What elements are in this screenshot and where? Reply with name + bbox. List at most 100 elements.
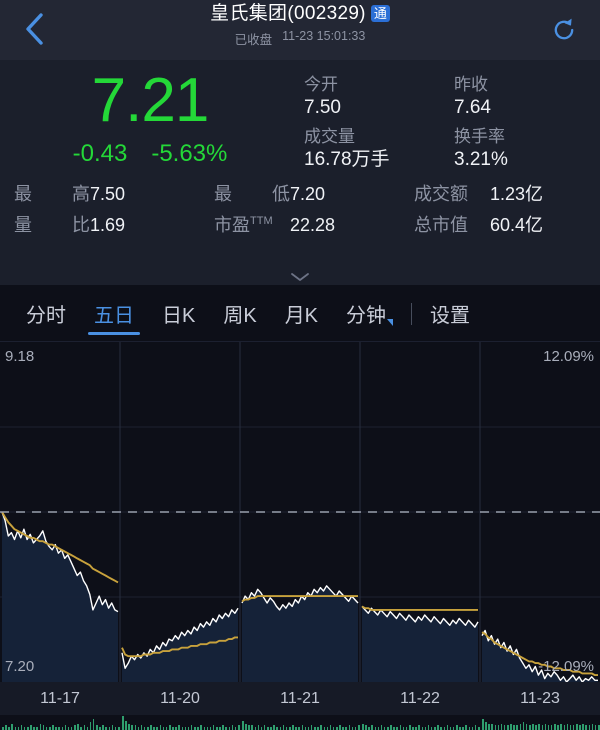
volume-bar bbox=[336, 726, 338, 730]
volume-bar bbox=[248, 725, 250, 730]
volume-bar bbox=[209, 726, 212, 730]
volume-bar bbox=[181, 726, 184, 730]
volume-bar bbox=[569, 725, 572, 730]
caret-down-icon bbox=[387, 318, 394, 326]
tab-settings[interactable]: 设置 bbox=[416, 286, 484, 342]
stats-grid: 最 高 7.50 量 比 1.69 最 低 bbox=[0, 178, 600, 242]
volume-bar bbox=[332, 726, 335, 730]
five-day-chart[interactable]: 9.18 12.09% 7.20 -12.09% bbox=[0, 342, 600, 682]
volume-bar bbox=[424, 726, 427, 730]
volume-bar bbox=[399, 725, 402, 730]
field-open-value: 7.50 bbox=[304, 97, 341, 118]
volume-bar bbox=[36, 726, 38, 730]
volume-bar bbox=[67, 726, 70, 730]
volume-bar bbox=[588, 725, 591, 730]
volume-bar bbox=[238, 725, 240, 730]
tab-weekly-k[interactable]: 周K bbox=[209, 286, 270, 342]
volume-bar bbox=[61, 726, 64, 730]
stat-pe-ttm-label-a: 市盈 bbox=[214, 215, 250, 235]
tab-five-day-label: 五日 bbox=[94, 305, 134, 327]
volume-bar bbox=[58, 726, 60, 730]
volume-bar bbox=[17, 726, 20, 730]
volume-bar bbox=[162, 726, 165, 730]
volume-chart bbox=[0, 715, 600, 730]
stat-low-label: 最 低 bbox=[214, 180, 290, 206]
volume-bar bbox=[257, 725, 260, 730]
volume-bar bbox=[102, 725, 104, 730]
volume-bar bbox=[351, 726, 354, 730]
tab-monthly-k[interactable]: 月K bbox=[271, 286, 332, 342]
current-price: 7.21 bbox=[91, 66, 210, 135]
volume-bar bbox=[494, 725, 497, 730]
volume-bar bbox=[2, 726, 4, 730]
volume-bar bbox=[339, 725, 341, 730]
back-button[interactable] bbox=[12, 6, 58, 52]
stat-high-label: 最 高 bbox=[14, 180, 90, 206]
volume-bar bbox=[225, 726, 227, 730]
tab-daily-k[interactable]: 日K bbox=[148, 286, 209, 342]
volume-bar bbox=[212, 725, 215, 730]
chart-tabs: 分时 五日 日K 周K 月K 分钟 设置 bbox=[0, 285, 600, 342]
volume-bar bbox=[323, 726, 325, 730]
volume-bar bbox=[320, 725, 322, 730]
volume-bar bbox=[519, 723, 522, 730]
volume-bar bbox=[122, 716, 124, 730]
volume-bar bbox=[456, 725, 458, 730]
date-tick-label: 11-20 bbox=[160, 689, 200, 707]
volume-bar bbox=[30, 725, 32, 730]
field-open-label: 今开 bbox=[304, 75, 338, 94]
stat-low: 最 低 7.20 bbox=[214, 180, 400, 211]
stat-high: 最 高 7.50 bbox=[14, 180, 200, 211]
volume-bar bbox=[576, 723, 578, 730]
volume-bar bbox=[522, 722, 525, 730]
field-volume-label: 成交量 bbox=[304, 127, 355, 146]
volume-bar bbox=[307, 726, 310, 730]
volume-bar bbox=[254, 726, 257, 730]
volume-bar bbox=[387, 726, 389, 730]
volume-bar bbox=[304, 726, 307, 730]
volume-bar bbox=[449, 726, 452, 730]
volume-bar bbox=[452, 726, 455, 730]
stat-low-label-a: 最 bbox=[214, 184, 232, 204]
volume-bar bbox=[200, 725, 202, 730]
chart-date-axis: 11-17 11-20 11-21 11-22 11-23 bbox=[0, 682, 600, 715]
volume-bar bbox=[96, 725, 98, 730]
tab-minute-label: 分钟 bbox=[346, 305, 387, 327]
volume-bar bbox=[203, 726, 205, 730]
volume-bar bbox=[267, 726, 269, 730]
volume-bar bbox=[371, 725, 373, 730]
stat-pe-ttm-value: 22.28 bbox=[290, 215, 336, 235]
volume-bar bbox=[345, 726, 347, 730]
stat-volume-ratio-label: 量 比 bbox=[14, 211, 90, 237]
volume-bar bbox=[380, 725, 383, 730]
tab-intraday[interactable]: 分时 bbox=[12, 286, 80, 342]
volume-bar bbox=[365, 725, 367, 730]
volume-bar bbox=[362, 723, 364, 730]
volume-bar bbox=[150, 725, 152, 730]
volume-bar bbox=[560, 723, 562, 730]
volume-bar bbox=[234, 726, 237, 730]
volume-bar bbox=[566, 723, 569, 730]
tab-five-day[interactable]: 五日 bbox=[80, 286, 148, 342]
volume-bar bbox=[544, 723, 547, 730]
volume-bar bbox=[535, 725, 537, 730]
volume-bar bbox=[396, 726, 398, 730]
expand-quote-button[interactable] bbox=[0, 271, 600, 283]
chevron-left-icon bbox=[26, 13, 43, 45]
tab-minute[interactable]: 分钟 bbox=[332, 286, 407, 342]
volume-bar bbox=[550, 725, 553, 730]
chevron-down-icon bbox=[291, 273, 309, 281]
volume-bar bbox=[572, 725, 575, 730]
volume-bar bbox=[554, 723, 556, 730]
date-tick-label: 11-21 bbox=[280, 689, 320, 707]
volume-bar bbox=[143, 726, 146, 730]
volume-bar bbox=[585, 725, 587, 730]
volume-bar bbox=[77, 723, 79, 730]
stat-high-value: 7.50 bbox=[90, 184, 126, 204]
volume-bar bbox=[557, 725, 559, 730]
volume-bar bbox=[488, 723, 490, 730]
refresh-button[interactable] bbox=[542, 8, 586, 52]
field-turnover-rate-value: 3.21% bbox=[454, 149, 508, 170]
price-block: 7.21 -0.43 -5.63% bbox=[0, 68, 300, 178]
